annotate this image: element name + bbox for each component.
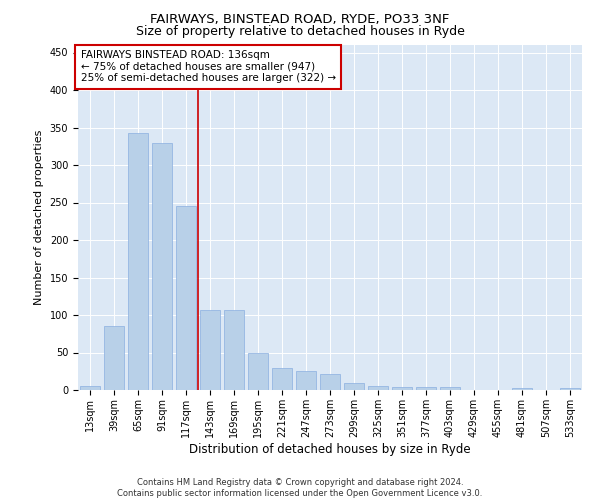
Bar (80, 386, 100, 390)
Bar (176, 206, 196, 390)
Text: FAIRWAYS BINSTEAD ROAD: 136sqm
← 75% of detached houses are smaller (947)
25% of: FAIRWAYS BINSTEAD ROAD: 136sqm ← 75% of … (80, 50, 335, 84)
Bar (248, 352, 268, 390)
Bar (224, 310, 244, 390)
X-axis label: Distribution of detached houses by size in Ryde: Distribution of detached houses by size … (189, 442, 471, 456)
Bar (392, 387, 412, 390)
Bar (296, 371, 316, 390)
Text: FAIRWAYS, BINSTEAD ROAD, RYDE, PO33 3NF: FAIRWAYS, BINSTEAD ROAD, RYDE, PO33 3NF (151, 12, 449, 26)
Bar (104, 326, 124, 390)
Text: Contains HM Land Registry data © Crown copyright and database right 2024.
Contai: Contains HM Land Registry data © Crown c… (118, 478, 482, 498)
Bar (440, 387, 460, 390)
Bar (272, 368, 292, 390)
Bar (560, 388, 580, 390)
Bar (368, 386, 388, 390)
Y-axis label: Number of detached properties: Number of detached properties (34, 130, 44, 305)
Bar (344, 382, 364, 390)
Bar (200, 310, 220, 390)
Bar (416, 387, 436, 390)
Bar (320, 374, 340, 390)
Text: Size of property relative to detached houses in Ryde: Size of property relative to detached ho… (136, 25, 464, 38)
Bar (128, 132, 148, 390)
Bar (512, 388, 532, 390)
Bar (152, 142, 172, 390)
